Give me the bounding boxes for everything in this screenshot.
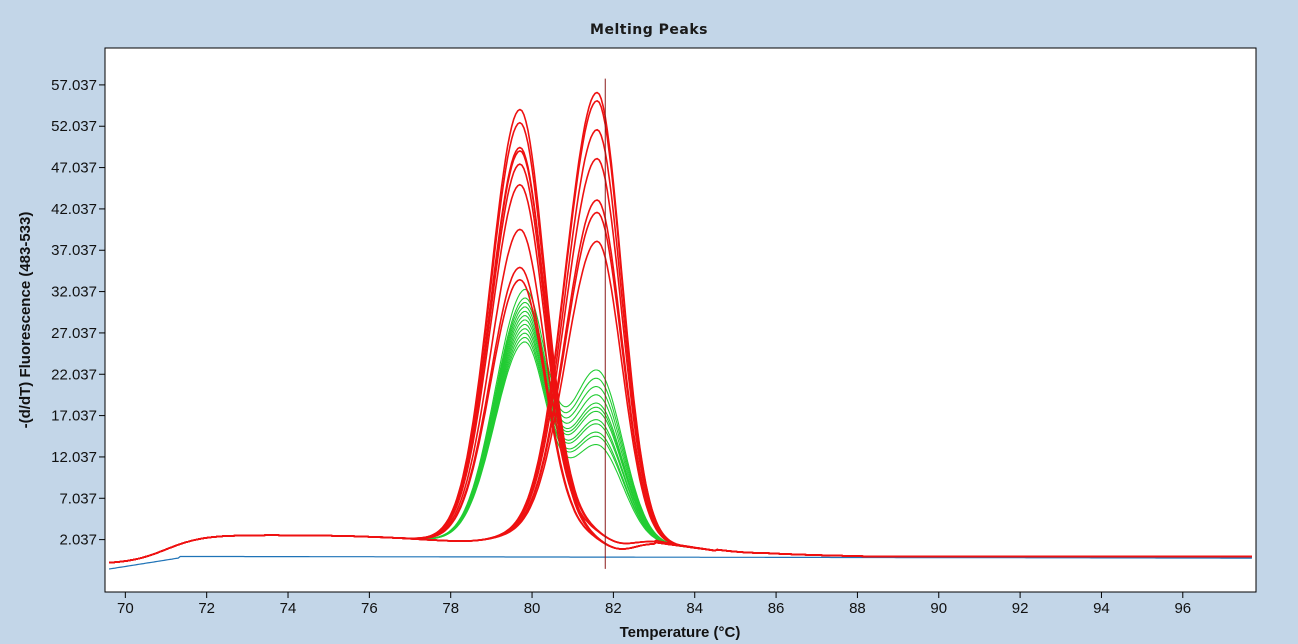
x-tick-label: 90 xyxy=(930,600,947,617)
x-tick-label: 86 xyxy=(768,600,785,617)
series-layer xyxy=(109,91,1252,570)
y-tick-label: 7.037 xyxy=(59,490,97,507)
x-tick-label: 96 xyxy=(1174,600,1191,617)
x-tick-label: 78 xyxy=(442,600,459,617)
y-tick-label: 42.037 xyxy=(51,201,97,218)
y-tick-label: 12.037 xyxy=(51,449,97,466)
melt-curve-blue-3-0 xyxy=(109,555,1252,570)
x-tick-label: 74 xyxy=(280,600,297,617)
y-tick-label: 52.037 xyxy=(51,118,97,135)
y-axis: 2.037 7.037 12.037 17.037 22.037 27.037 32.037… xyxy=(51,77,105,549)
y-tick-label: 57.037 xyxy=(51,77,97,94)
y-tick-label: 47.037 xyxy=(51,160,97,177)
melt-curve-red-1-6 xyxy=(109,240,1252,564)
x-tick-label: 72 xyxy=(198,600,215,617)
y-tick-label: 22.037 xyxy=(51,366,97,383)
chart-title: Melting Peaks xyxy=(590,22,708,38)
x-tick-label: 82 xyxy=(605,600,622,617)
y-tick-label: 32.037 xyxy=(51,284,97,301)
x-tick-label: 92 xyxy=(1012,600,1029,617)
x-tick-label: 94 xyxy=(1093,600,1110,617)
y-tick-label: 37.037 xyxy=(51,242,97,259)
y-tick-label: 2.037 xyxy=(59,532,97,549)
plot-area xyxy=(104,47,1257,593)
x-axis-title: Temperature (°C) xyxy=(620,624,741,641)
x-tick-label: 76 xyxy=(361,600,378,617)
x-tick-label: 70 xyxy=(117,600,134,617)
x-tick-label: 84 xyxy=(686,600,703,617)
x-axis: 70 72 74 76 78 80 82 84 86 88 90 92 94 96 xyxy=(117,592,1191,617)
y-tick-label: 17.037 xyxy=(51,408,97,425)
y-tick-label: 27.037 xyxy=(51,325,97,342)
x-tick-label: 88 xyxy=(849,600,866,617)
x-tick-label: 80 xyxy=(524,600,541,617)
y-axis-title: -(d/dT) Fluorescence (483-533) xyxy=(17,212,34,429)
